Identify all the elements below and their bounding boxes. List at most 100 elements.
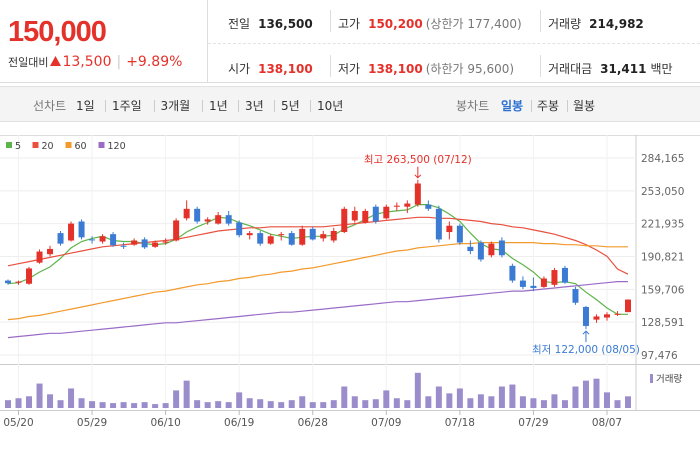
period-tab[interactable]: 10년	[317, 99, 344, 113]
volume-bar	[183, 380, 190, 408]
candle-body	[47, 248, 54, 255]
candle-body	[162, 241, 169, 243]
info-cell: 고가 150,200 (상한가 177,400)	[338, 15, 522, 32]
candle-body	[246, 233, 253, 236]
candle-body	[383, 206, 390, 219]
x-tick-label: 06/10	[150, 417, 180, 429]
candle-body	[582, 306, 589, 326]
tab-sep	[531, 100, 532, 112]
period-tab[interactable]: 3년	[245, 99, 264, 113]
candle-body	[446, 225, 453, 233]
info-label: 거래량	[548, 17, 582, 31]
candle-body	[362, 210, 369, 223]
volume-bar	[593, 378, 600, 408]
legend-swatch	[6, 142, 12, 148]
tab-sep	[202, 100, 203, 112]
volume-bar	[278, 402, 285, 408]
info-value: 136,500	[258, 17, 313, 31]
candle-body	[267, 236, 274, 244]
divider	[540, 10, 541, 32]
volume-bar	[425, 396, 432, 408]
sep: |	[116, 54, 122, 70]
candle-body	[236, 222, 243, 236]
candle-tab[interactable]: 일봉	[501, 99, 524, 113]
x-tick-label: 07/09	[371, 417, 401, 429]
candle-body	[393, 205, 400, 207]
volume-bar	[467, 398, 474, 408]
low-arrow	[582, 330, 590, 343]
candle-body	[99, 236, 106, 242]
volume-bar	[299, 396, 306, 408]
volume-bar	[236, 392, 243, 408]
candle-body	[173, 220, 180, 241]
candle-body	[299, 228, 306, 245]
volume-bar	[414, 372, 421, 408]
candle-body	[194, 208, 201, 222]
divider	[540, 55, 541, 77]
volume-bar	[561, 400, 568, 408]
legend-label: 20	[42, 141, 54, 152]
change: 전일대비 13,500 | +9.89%	[8, 54, 182, 70]
candle-body	[89, 239, 96, 241]
period-tab[interactable]: 1주일	[112, 99, 142, 113]
candle-body	[414, 183, 421, 205]
volume-bar	[519, 396, 526, 408]
volume-bar	[57, 400, 64, 408]
candle-body	[320, 234, 327, 239]
up-arrow	[50, 56, 62, 66]
candle-body	[519, 280, 526, 287]
period-tab[interactable]: 1일	[76, 99, 95, 113]
candle-body	[57, 233, 64, 244]
change-value: 13,500	[62, 54, 112, 70]
period-tab[interactable]: 1년	[209, 99, 228, 113]
period-tab[interactable]: 5년	[281, 99, 300, 113]
volume-bar	[446, 393, 453, 408]
tab-sep	[274, 100, 275, 112]
volume-bar	[393, 398, 400, 408]
candle-body	[456, 225, 463, 243]
info-cell: 시가 138,100	[228, 60, 313, 77]
volume-bar	[15, 398, 22, 408]
candle-body	[404, 203, 411, 207]
volume-bar	[572, 386, 579, 408]
volume-bar	[477, 394, 484, 408]
x-tick-label: 08/07	[592, 417, 622, 429]
candle-body	[509, 265, 516, 281]
divider	[208, 43, 700, 44]
y-tick-label: 221,935	[641, 219, 684, 231]
volume-bar	[152, 404, 159, 408]
tab-sep	[238, 100, 239, 112]
change-label: 전일대비	[8, 56, 49, 69]
volume-bar	[341, 386, 348, 408]
volume-bar	[89, 401, 96, 408]
info-value: 138,100	[258, 62, 313, 76]
tab-sep	[105, 100, 106, 112]
x-tick-label: 05/20	[3, 417, 33, 429]
volume-bar	[362, 400, 369, 408]
candle-body	[5, 280, 11, 284]
candle-body	[498, 240, 505, 256]
candle-body	[372, 206, 379, 222]
volume-bar	[383, 390, 390, 408]
chart: 97,476 128,591 159,706 190,821 221,935 253,05…	[0, 135, 700, 429]
x-tick-label: 07/18	[445, 417, 475, 429]
candle-body	[425, 204, 432, 209]
volume-bar	[5, 400, 11, 408]
candle-body	[68, 223, 75, 241]
volume-bar	[26, 396, 33, 408]
candle-tab[interactable]: 주봉	[537, 99, 560, 113]
volume-bar	[257, 399, 264, 408]
candle-body	[467, 246, 474, 252]
y-tick-label: 190,821	[641, 251, 684, 263]
candle-body	[131, 240, 138, 245]
period-tab[interactable]: 3개월	[160, 99, 191, 113]
volume-bar	[498, 386, 505, 408]
candle-tab[interactable]: 월봉	[573, 99, 596, 113]
volume-bar	[404, 400, 411, 408]
legend-label: 120	[108, 141, 126, 152]
info-unit: 백만	[650, 62, 673, 76]
candle-body	[78, 221, 85, 238]
volume-bar	[330, 400, 337, 408]
volume-bar	[78, 398, 85, 408]
tab-label: 선차트	[33, 99, 67, 113]
